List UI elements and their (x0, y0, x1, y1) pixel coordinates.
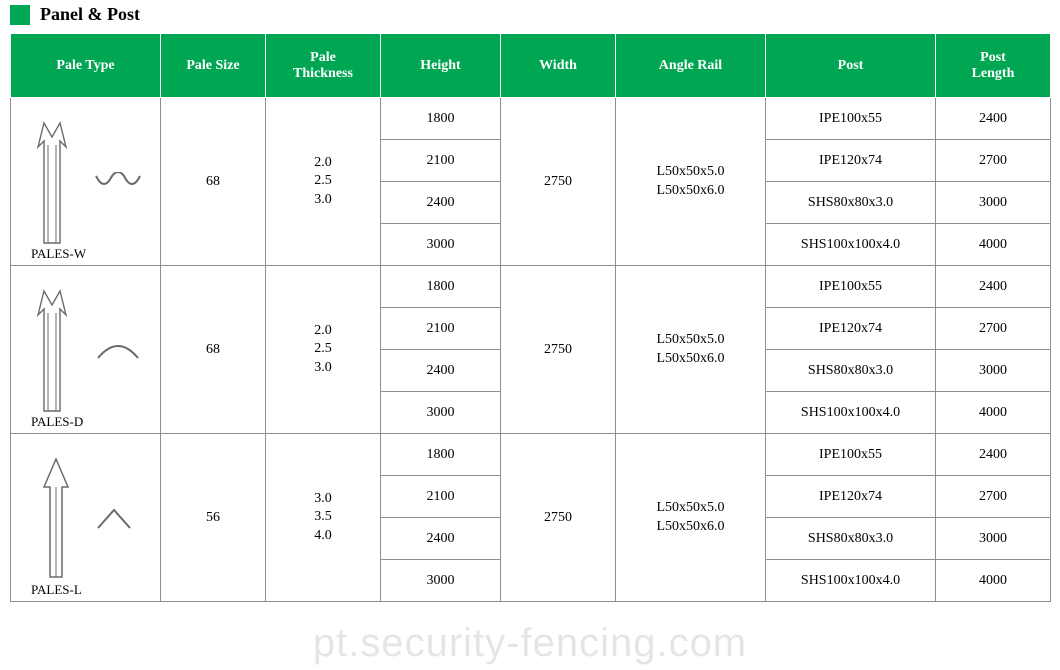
height-cell: 3000 (381, 560, 501, 602)
title-square-icon (10, 5, 30, 25)
section-title: Panel & Post (40, 4, 140, 25)
width-cell: 2750 (501, 98, 616, 266)
spec-table-body: PALES-W682.02.53.018002750L50x50x5.0L50x… (11, 98, 1051, 602)
post-cell: IPE100x55 (766, 266, 936, 308)
pale-blade-icon (38, 457, 74, 586)
height-cell: 3000 (381, 392, 501, 434)
pale-profile-icon (94, 172, 142, 199)
post-length-cell: 4000 (936, 224, 1051, 266)
pale-blade-icon (30, 289, 74, 418)
post-length-cell: 2700 (936, 308, 1051, 350)
angle-rail-cell: L50x50x5.0L50x50x6.0 (616, 434, 766, 602)
height-cell: 2400 (381, 518, 501, 560)
post-cell: SHS80x80x3.0 (766, 350, 936, 392)
height-cell: 2100 (381, 476, 501, 518)
table-row: PALES-W682.02.53.018002750L50x50x5.0L50x… (11, 98, 1051, 140)
width-cell: 2750 (501, 266, 616, 434)
pale-type-cell: PALES-D (11, 266, 161, 434)
pale-type-label: PALES-D (31, 414, 83, 430)
height-cell: 1800 (381, 266, 501, 308)
post-length-cell: 2700 (936, 140, 1051, 182)
pale-type-label: PALES-L (31, 582, 82, 598)
post-length-cell: 2400 (936, 266, 1051, 308)
header-post: Post (766, 34, 936, 98)
pale-blade-icon (30, 121, 74, 250)
height-cell: 2400 (381, 182, 501, 224)
height-cell: 1800 (381, 434, 501, 476)
height-cell: 2100 (381, 140, 501, 182)
height-cell: 3000 (381, 224, 501, 266)
height-cell: 2400 (381, 350, 501, 392)
header-pale-type: Pale Type (11, 34, 161, 98)
post-length-cell: 2400 (936, 434, 1051, 476)
post-length-cell: 2400 (936, 98, 1051, 140)
header-post-length: Post Length (936, 34, 1051, 98)
post-cell: IPE120x74 (766, 476, 936, 518)
angle-rail-cell: L50x50x5.0L50x50x6.0 (616, 98, 766, 266)
header-angle-rail: Angle Rail (616, 34, 766, 98)
post-cell: SHS100x100x4.0 (766, 392, 936, 434)
pale-thickness-cell: 2.02.53.0 (266, 98, 381, 266)
pale-size-cell: 68 (161, 98, 266, 266)
header-pale-size: Pale Size (161, 34, 266, 98)
post-length-cell: 2700 (936, 476, 1051, 518)
pale-profile-icon (94, 340, 142, 367)
pale-size-cell: 68 (161, 266, 266, 434)
post-cell: IPE120x74 (766, 140, 936, 182)
header-height: Height (381, 34, 501, 98)
post-cell: IPE100x55 (766, 434, 936, 476)
angle-rail-cell: L50x50x5.0L50x50x6.0 (616, 266, 766, 434)
post-cell: SHS100x100x4.0 (766, 560, 936, 602)
post-cell: IPE100x55 (766, 98, 936, 140)
post-cell: SHS100x100x4.0 (766, 224, 936, 266)
pale-profile-icon (94, 506, 134, 537)
pale-thickness-cell: 3.03.54.0 (266, 434, 381, 602)
section-title-row: Panel & Post (0, 0, 1060, 33)
post-cell: SHS80x80x3.0 (766, 518, 936, 560)
post-length-cell: 3000 (936, 350, 1051, 392)
post-length-cell: 4000 (936, 392, 1051, 434)
header-width: Width (501, 34, 616, 98)
height-cell: 1800 (381, 98, 501, 140)
width-cell: 2750 (501, 434, 616, 602)
header-pale-thickness: Pale Thickness (266, 34, 381, 98)
height-cell: 2100 (381, 308, 501, 350)
post-length-cell: 4000 (936, 560, 1051, 602)
post-length-cell: 3000 (936, 182, 1051, 224)
pale-type-label: PALES-W (31, 246, 86, 262)
header-row: Pale Type Pale Size Pale Thickness Heigh… (11, 34, 1051, 98)
table-row: PALES-D682.02.53.018002750L50x50x5.0L50x… (11, 266, 1051, 308)
post-length-cell: 3000 (936, 518, 1051, 560)
spec-table: Pale Type Pale Size Pale Thickness Heigh… (10, 33, 1051, 602)
table-row: PALES-L563.03.54.018002750L50x50x5.0L50x… (11, 434, 1051, 476)
watermark-text: pt.security-fencing.com (0, 621, 1060, 666)
pale-type-cell: PALES-L (11, 434, 161, 602)
pale-type-cell: PALES-W (11, 98, 161, 266)
pale-size-cell: 56 (161, 434, 266, 602)
post-cell: IPE120x74 (766, 308, 936, 350)
pale-thickness-cell: 2.02.53.0 (266, 266, 381, 434)
post-cell: SHS80x80x3.0 (766, 182, 936, 224)
